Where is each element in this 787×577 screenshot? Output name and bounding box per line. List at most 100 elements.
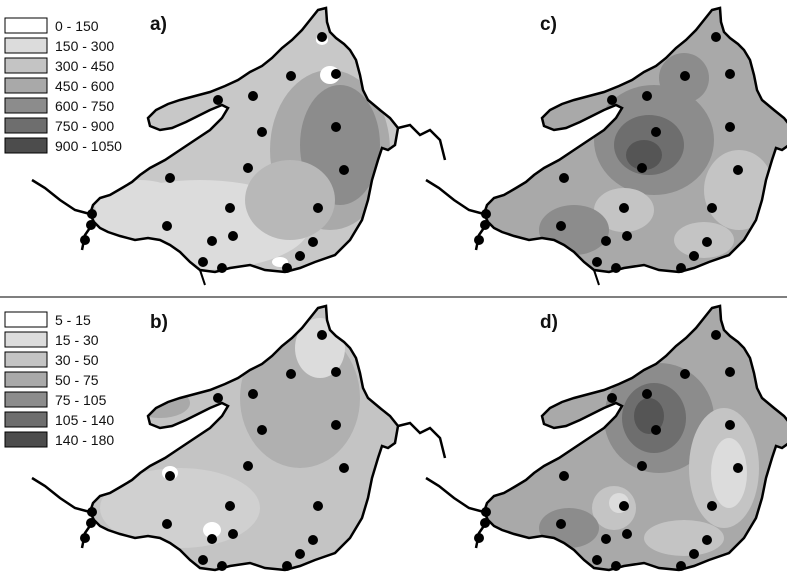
legend-label: 150 - 300 <box>55 38 114 54</box>
station-marker <box>282 561 292 571</box>
legend-swatch <box>4 311 48 328</box>
station-marker <box>680 369 690 379</box>
station-marker <box>86 220 96 230</box>
station-marker <box>217 561 227 571</box>
station-marker <box>198 257 208 267</box>
station-marker <box>198 555 208 565</box>
legend-swatch <box>4 97 48 114</box>
station-marker <box>282 263 292 273</box>
station-marker <box>87 209 97 219</box>
legend-label: 50 - 75 <box>55 372 99 388</box>
station-marker <box>689 251 699 261</box>
legend-swatch <box>4 351 48 368</box>
station-marker <box>725 69 735 79</box>
station-marker <box>317 330 327 340</box>
legend-label: 750 - 900 <box>55 118 114 134</box>
station-marker <box>601 236 611 246</box>
station-marker <box>80 533 90 543</box>
station-marker <box>308 237 318 247</box>
station-marker <box>481 507 491 517</box>
panel-label-b: b) <box>150 312 168 333</box>
legend-swatch <box>4 391 48 408</box>
station-marker <box>676 263 686 273</box>
station-marker <box>651 127 661 137</box>
station-marker <box>559 471 569 481</box>
station-marker <box>86 518 96 528</box>
station-marker <box>295 251 305 261</box>
station-marker <box>217 263 227 273</box>
panel-label-a: a) <box>150 14 167 35</box>
station-marker <box>702 535 712 545</box>
station-marker <box>286 369 296 379</box>
station-marker <box>480 518 490 528</box>
stations-d <box>474 330 743 571</box>
station-marker <box>642 389 652 399</box>
station-marker <box>619 501 629 511</box>
legend-swatch <box>4 137 48 154</box>
legend-swatch <box>4 411 48 428</box>
station-marker <box>622 231 632 241</box>
station-marker <box>680 71 690 81</box>
station-marker <box>556 221 566 231</box>
station-marker <box>559 173 569 183</box>
station-marker <box>702 237 712 247</box>
station-marker <box>243 461 253 471</box>
station-marker <box>733 463 743 473</box>
legend-swatch <box>4 117 48 134</box>
station-marker <box>331 367 341 377</box>
station-marker <box>733 165 743 175</box>
station-marker <box>601 534 611 544</box>
legend-swatch <box>4 37 48 54</box>
legend-swatch <box>4 17 48 34</box>
station-marker <box>165 173 175 183</box>
station-marker <box>317 32 327 42</box>
legend-top: 0 - 150 150 - 300 300 - 450 450 - 600 600 - … <box>4 17 122 154</box>
station-marker <box>331 420 341 430</box>
station-marker <box>611 561 621 571</box>
station-marker <box>607 95 617 105</box>
station-marker <box>711 32 721 42</box>
legend-swatch <box>4 57 48 74</box>
station-marker <box>611 263 621 273</box>
station-marker <box>308 535 318 545</box>
legend-label: 450 - 600 <box>55 78 114 94</box>
station-marker <box>331 122 341 132</box>
station-marker <box>622 529 632 539</box>
station-marker <box>313 203 323 213</box>
station-marker <box>248 91 258 101</box>
station-marker <box>213 95 223 105</box>
legend-label: 75 - 105 <box>55 392 107 408</box>
station-marker <box>725 367 735 377</box>
station-marker <box>607 393 617 403</box>
station-marker <box>295 549 305 559</box>
station-marker <box>286 71 296 81</box>
station-marker <box>642 91 652 101</box>
legend-label: 0 - 150 <box>55 18 99 34</box>
legend-label: 600 - 750 <box>55 98 114 114</box>
station-marker <box>248 389 258 399</box>
legend-bottom: 5 - 15 15 - 30 30 - 50 50 - 75 75 - 105 105 -… <box>4 311 114 448</box>
station-marker <box>711 330 721 340</box>
station-marker <box>637 163 647 173</box>
station-marker <box>474 533 484 543</box>
station-marker <box>225 203 235 213</box>
station-marker <box>162 221 172 231</box>
station-marker <box>725 420 735 430</box>
legend-swatch <box>4 77 48 94</box>
station-marker <box>651 425 661 435</box>
panel-label-d: d) <box>540 312 558 333</box>
station-marker <box>592 257 602 267</box>
map-panel-c <box>425 6 787 286</box>
station-marker <box>207 236 217 246</box>
legend-label: 300 - 450 <box>55 58 114 74</box>
stations-c <box>474 32 743 273</box>
panel-label-c: c) <box>540 14 557 35</box>
legend-swatch <box>4 371 48 388</box>
legend-label: 105 - 140 <box>55 412 114 428</box>
station-marker <box>481 209 491 219</box>
station-marker <box>257 425 267 435</box>
legend-label: 15 - 30 <box>55 332 99 348</box>
station-marker <box>207 534 217 544</box>
legend-label: 30 - 50 <box>55 352 99 368</box>
legend-label: 5 - 15 <box>55 312 91 328</box>
